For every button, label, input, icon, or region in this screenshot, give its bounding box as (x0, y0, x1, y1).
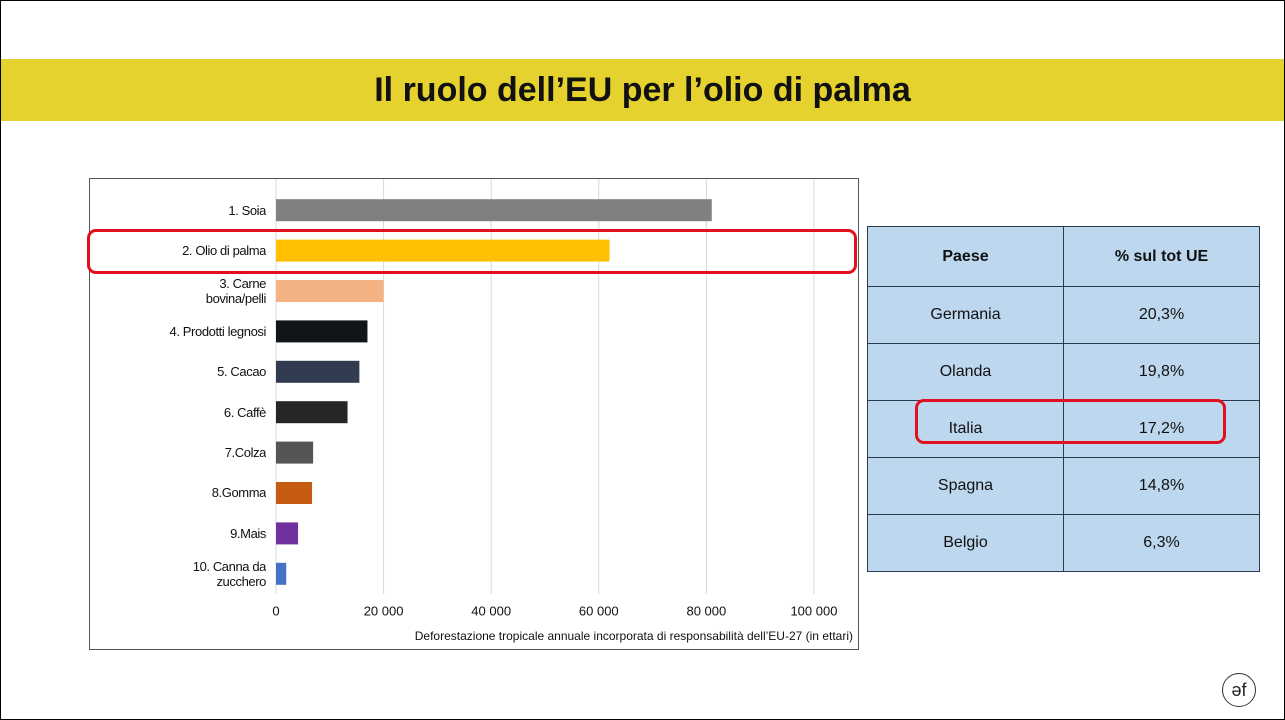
y-label-box: 9.Mais (230, 525, 266, 541)
x-tick-label: 60 000 (579, 603, 619, 618)
bar (276, 401, 348, 424)
header-cell: % sul tot UE (1063, 226, 1260, 287)
y-label-box: 4. Prodotti legnosi (169, 323, 266, 339)
y-label-box: 1. Soia (228, 202, 266, 218)
x-tick-label: 20 000 (364, 603, 404, 618)
x-tick-label: 100 000 (790, 603, 837, 618)
y-label-box: 8.Gomma (211, 485, 266, 501)
y-tick-label: 5. Cacao (217, 364, 266, 380)
table-cell: Germania (867, 286, 1064, 344)
logo: əf (1222, 673, 1256, 707)
table-row: Germania 20,3% (867, 286, 1260, 344)
x-tick-label: 40 000 (471, 603, 511, 618)
y-label-box: 6. Caffè (223, 404, 266, 420)
y-label-box: 7.Colza (224, 445, 266, 461)
title-band: Il ruolo dell’EU per l’olio di palma (1, 59, 1284, 121)
chart-box: 0 20 000 40 000 60 000 80 000 100 000 Deforest… (89, 178, 859, 650)
bar (276, 199, 712, 222)
y-tick-label: 8.Gomma (211, 485, 266, 501)
bar (276, 320, 368, 343)
x-tick-label: 0 (272, 603, 279, 618)
table-header: Paese% sul tot UE (867, 226, 1260, 287)
table-cell: Olanda (867, 343, 1064, 401)
y-tick-label: 9.Mais (230, 525, 266, 541)
x-axis-title: Deforestazione tropicale annuale incorpo… (415, 629, 853, 643)
header-cell: Paese (867, 226, 1064, 287)
y-tick-label: 7.Colza (224, 445, 266, 461)
y-label-box: 2. Olio di palma (182, 243, 266, 259)
bar (276, 562, 287, 585)
bar (276, 522, 299, 545)
slide-title: Il ruolo dell’EU per l’olio di palma (374, 70, 911, 109)
y-tick-label: 3. Carne bovina/pelli (205, 275, 266, 306)
highlight-frame (915, 399, 1226, 444)
highlight-frame (87, 229, 857, 274)
y-label-box: 5. Cacao (217, 364, 266, 380)
bar (276, 441, 314, 464)
y-label-box: 3. Carne bovina/pelli (205, 275, 266, 306)
y-tick-label: 4. Prodotti legnosi (169, 323, 266, 339)
bar (276, 239, 610, 262)
chart: 0 20 000 40 000 60 000 80 000 100 000 Deforest… (169, 179, 853, 643)
table-cell: Belgio (867, 514, 1064, 572)
y-tick-label: 2. Olio di palma (182, 243, 266, 259)
bar (276, 280, 384, 302)
y-label-box: 10. Canna da zucchero (192, 558, 266, 589)
country-table: Paese% sul tot UE Germania 20,3% Olanda 19,8… (867, 226, 1260, 572)
table-cell: Spagna (867, 457, 1064, 515)
table-row: Olanda 19,8% (867, 343, 1260, 401)
table-cell: 20,3% (1063, 286, 1260, 344)
table-row: Spagna 14,8% (867, 457, 1260, 515)
table-cell: Italia (867, 400, 1064, 458)
table-cell: 6,3% (1063, 514, 1260, 572)
table-cell: 14,8% (1063, 457, 1260, 515)
x-tick-label: 80 000 (686, 603, 726, 618)
bar (276, 360, 360, 383)
table-cell: 19,8% (1063, 343, 1260, 401)
bar (276, 482, 313, 504)
y-tick-label: 10. Canna da zucchero (192, 558, 266, 589)
y-tick-label: 1. Soia (228, 202, 266, 218)
table-row: Belgio 6,3% (867, 514, 1260, 572)
y-tick-label: 6. Caffè (223, 404, 266, 420)
